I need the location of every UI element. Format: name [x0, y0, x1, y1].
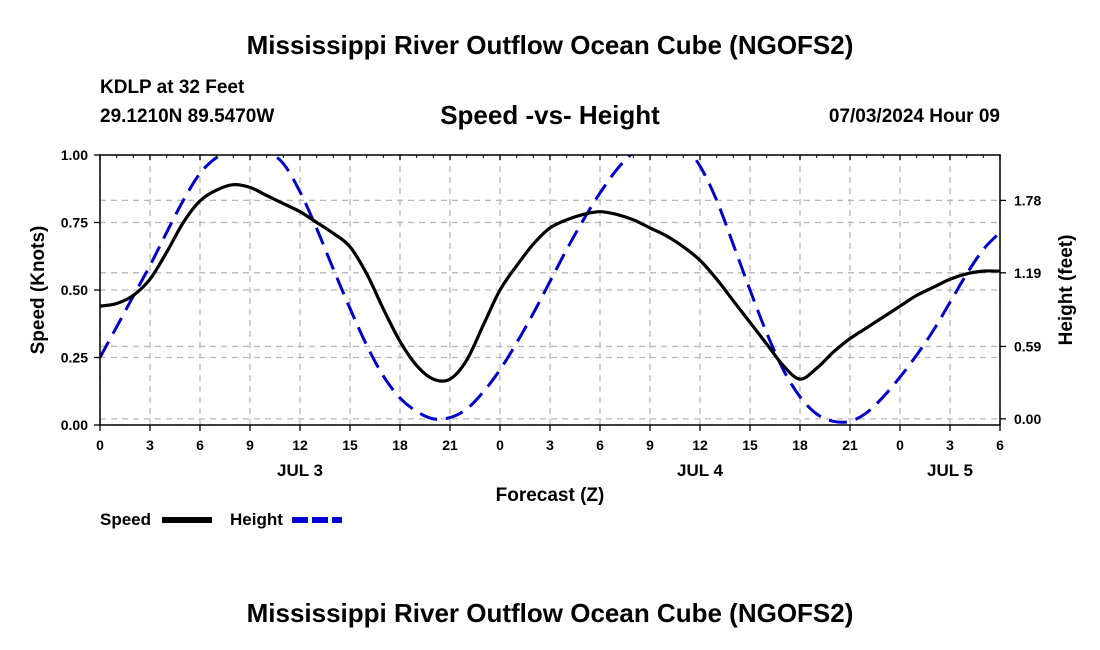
x-tick-label: 0	[896, 437, 904, 453]
x-tick-label: 21	[842, 437, 858, 453]
series-line-height	[100, 155, 1000, 424]
x-tick-label: 0	[96, 437, 104, 453]
chart-title: Mississippi River Outflow Ocean Cube (NG…	[246, 30, 854, 60]
x-tick-label: 15	[342, 437, 358, 453]
footer-title: Mississippi River Outflow Ocean Cube (NG…	[246, 598, 854, 628]
y2-tick-label: 0.00	[1014, 411, 1041, 427]
station-coordinates: 29.1210N 89.5470W	[100, 106, 275, 127]
x-tick-label: 18	[392, 437, 408, 453]
y-tick-label: 0.00	[61, 417, 88, 433]
x-tick-label: 9	[246, 437, 254, 453]
y-tick-label: 0.25	[61, 350, 88, 366]
legend-label-speed: Speed	[100, 510, 151, 529]
x-tick-label: 15	[742, 437, 758, 453]
date-label: JUL 4	[677, 461, 724, 480]
date-label: JUL 5	[927, 461, 973, 480]
x-tick-label: 6	[196, 437, 204, 453]
y2-tick-label: 1.19	[1014, 265, 1041, 281]
x-tick-label: 3	[146, 437, 154, 453]
chart-subtitle: Speed -vs- Height	[440, 100, 660, 130]
x-axis-title: Forecast (Z)	[496, 485, 605, 506]
y-tick-label: 0.75	[61, 215, 88, 231]
forecast-datetime: 07/03/2024 Hour 09	[828, 106, 1000, 127]
series-line-speed	[100, 183, 1000, 383]
x-tick-label: 6	[996, 437, 1004, 453]
y-tick-label: 1.00	[61, 147, 88, 163]
legend-label-height: Height	[230, 510, 283, 529]
y2-tick-label: 0.59	[1014, 338, 1041, 354]
x-tick-label: 0	[496, 437, 504, 453]
x-tick-label: 3	[546, 437, 554, 453]
x-tick-label: 3	[946, 437, 954, 453]
x-tick-label: 21	[442, 437, 458, 453]
x-tick-label: 18	[792, 437, 808, 453]
y-tick-label: 0.50	[61, 282, 88, 298]
x-tick-label: 12	[692, 437, 708, 453]
y-axis-title: Speed (Knots)	[28, 226, 49, 355]
date-label: JUL 3	[277, 461, 323, 480]
x-tick-label: 9	[646, 437, 654, 453]
y2-tick-label: 1.78	[1014, 192, 1041, 208]
y2-axis-title: Height (feet)	[1056, 235, 1077, 346]
station-label: KDLP at 32 Feet	[100, 77, 245, 98]
x-tick-label: 6	[596, 437, 604, 453]
x-tick-label: 12	[292, 437, 308, 453]
